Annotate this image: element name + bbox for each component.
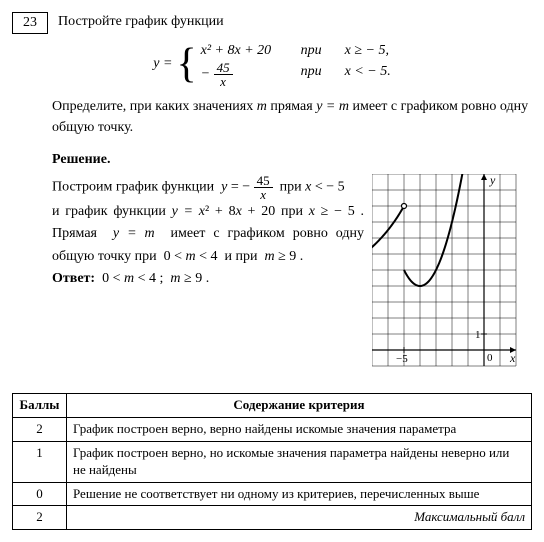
criteria-col-content: Содержание критерия [67,394,532,418]
table-row-max: 2Максимальный балл [13,506,532,530]
pw-row2-when: при [301,61,331,88]
problem-prompt: Постройте график функции [58,12,532,32]
svg-text:1: 1 [475,329,481,341]
solution-line1: Построим график функции y = − 45x при x … [52,174,364,201]
criteria-text: Решение не соответствует ни одному из кр… [67,482,532,506]
svg-text:0: 0 [487,352,493,364]
svg-text:y: y [489,174,496,187]
criteria-col-score: Баллы [13,394,67,418]
criteria-max-score: 2 [13,506,67,530]
pw-row1-cond: x ≥ − 5, [345,40,389,61]
brace-icon: { [176,45,196,83]
svg-text:−5: −5 [396,353,408,365]
criteria-score: 1 [13,441,67,482]
criteria-max-label: Максимальный балл [67,506,532,530]
criteria-text: График построен верно, но искомые значен… [67,441,532,482]
solution-answer: Ответ: 0 < m < 4 ; m ≥ 9 . [52,268,364,290]
pw-row1-expr: x² + 8x + 20 [201,40,287,61]
formula-lhs: y = [153,56,172,72]
table-row: 1График построен верно, но искомые значе… [13,441,532,482]
pw-row2-expr: − 45x [201,61,287,88]
solution-line2: и график функции y = x² + 8x + 20 при x … [52,201,364,268]
table-row: 2График построен верно, верно найдены ис… [13,417,532,441]
pw-row2-cond: x < − 5. [345,61,391,88]
table-row: 0Решение не соответствует ни одному из к… [13,482,532,506]
problem-question: Определите, при каких значениях m прямая… [52,96,532,138]
problem-number: 23 [12,12,48,34]
piecewise-formula: y = { x² + 8x + 20 при x ≥ − 5, − 45x пр… [12,40,532,88]
criteria-text: График построен верно, верно найдены иск… [67,417,532,441]
svg-text:x: x [509,351,516,365]
pw-row1-when: при [301,40,331,61]
solution-title: Решение. [52,152,532,168]
criteria-table: Баллы Содержание критерия 2График постро… [12,393,532,530]
graph: x y −5 10 [372,174,532,379]
criteria-score: 0 [13,482,67,506]
criteria-score: 2 [13,417,67,441]
